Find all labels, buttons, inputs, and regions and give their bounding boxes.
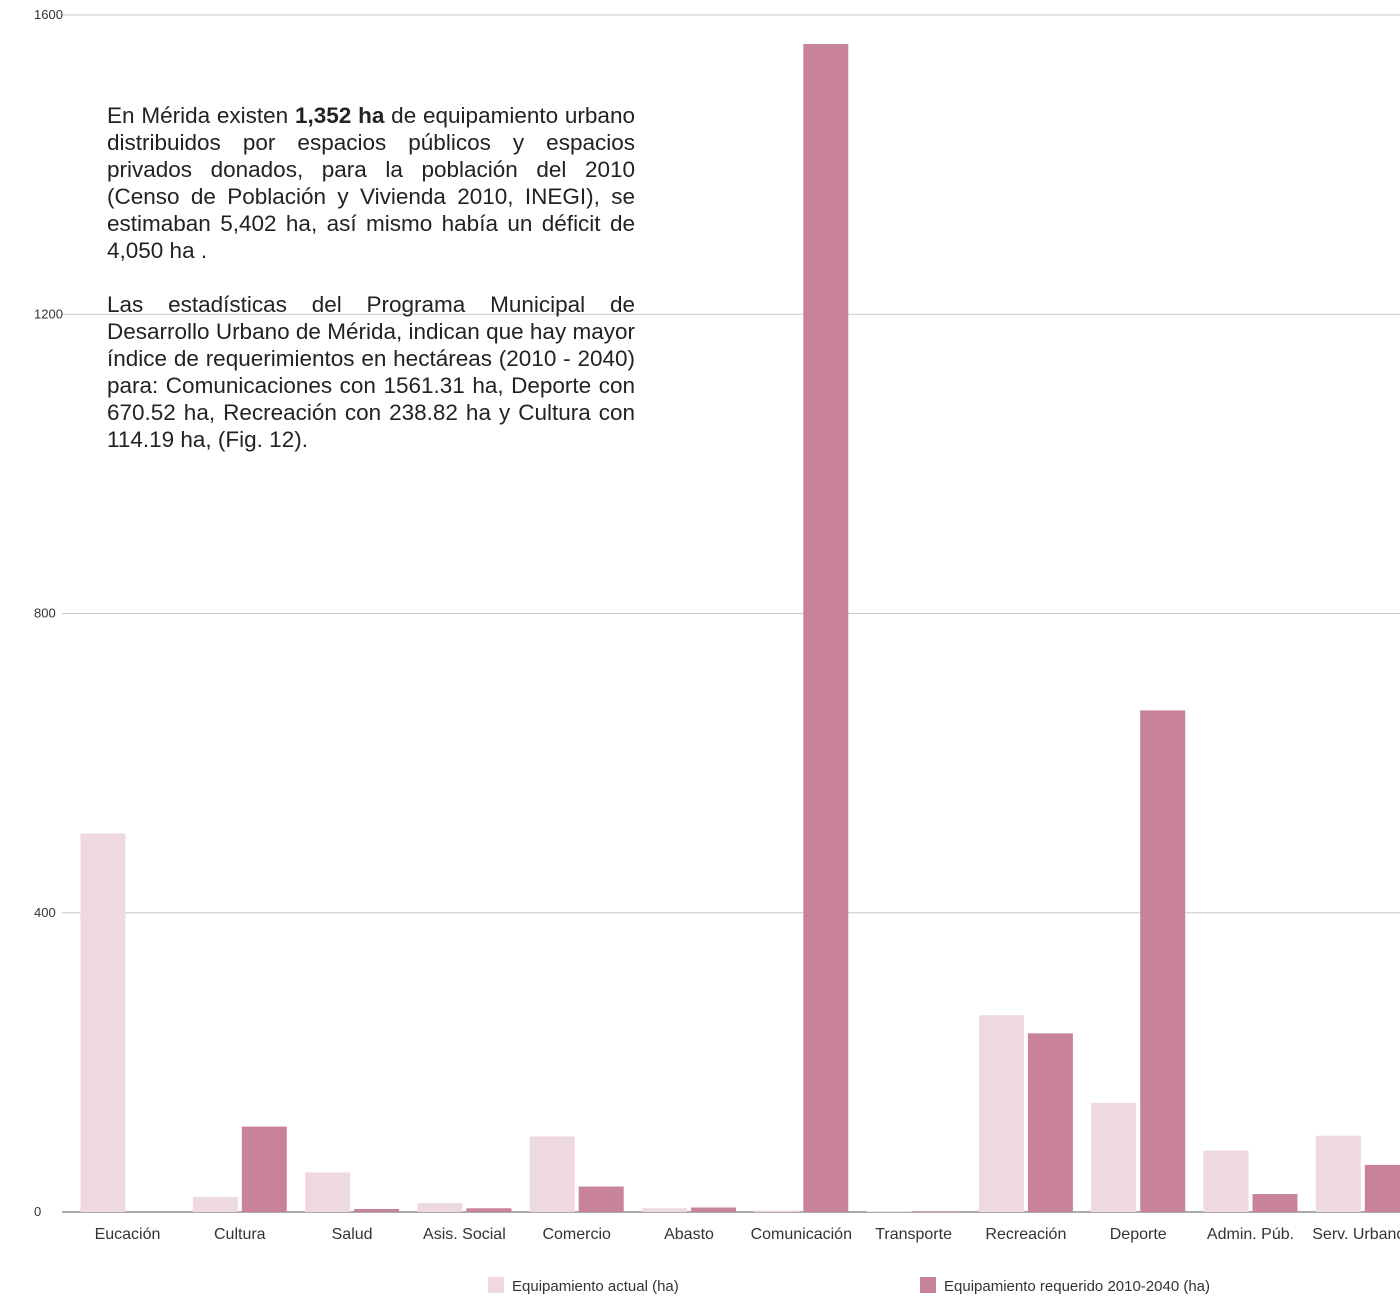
bar [529, 1136, 575, 1212]
bar [417, 1203, 463, 1212]
annotation-p1-before: En Mérida existen [107, 103, 295, 128]
bar [642, 1208, 687, 1212]
y-tick-label: 1600 [34, 7, 63, 22]
x-tick-label: Salud [332, 1226, 373, 1243]
annotation-text: En Mérida existen 1,352 ha de equipamien… [107, 102, 635, 480]
x-tick-label: Comunicación [751, 1226, 852, 1243]
x-tick-label: Cultura [214, 1226, 266, 1243]
bar [691, 1207, 736, 1212]
bar [1140, 710, 1186, 1212]
bar [241, 1126, 287, 1212]
x-tick-label: Eucación [95, 1226, 161, 1243]
bar [915, 1211, 961, 1212]
bar [1315, 1135, 1361, 1212]
x-tick-label: Transporte [875, 1226, 952, 1243]
bar [1027, 1033, 1073, 1212]
bar [1364, 1164, 1400, 1212]
y-tick-label: 800 [34, 606, 56, 621]
bar [80, 833, 126, 1212]
y-tick-label: 1200 [34, 306, 63, 321]
bar [978, 1015, 1024, 1212]
x-tick-label: Abasto [664, 1226, 714, 1243]
legend-label: Equipamiento actual (ha) [512, 1278, 679, 1295]
annotation-p1-bold: 1,352 ha [295, 103, 385, 128]
annotation-paragraph-1: En Mérida existen 1,352 ha de equipamien… [107, 102, 635, 264]
x-tick-label: Admin. Púb. [1207, 1226, 1294, 1243]
bar [754, 1210, 800, 1212]
bar [1091, 1102, 1137, 1212]
bar [354, 1209, 400, 1212]
bar [466, 1208, 512, 1212]
x-tick-label: Comercio [542, 1226, 611, 1243]
x-tick-label: Recreación [985, 1226, 1066, 1243]
x-tick-label: Asis. Social [423, 1226, 506, 1243]
x-tick-label: Serv. Urbanos [1312, 1226, 1400, 1243]
legend-label: Equipamiento requerido 2010-2040 (ha) [944, 1278, 1210, 1295]
annotation-p1-after: de equipamiento urbano distribuidos por … [107, 103, 635, 263]
annotation-paragraph-2: Las estadísticas del Programa Municipal … [107, 292, 635, 452]
bar [192, 1197, 238, 1212]
bar [1203, 1150, 1249, 1212]
legend-swatch [488, 1277, 504, 1293]
legend-swatch [920, 1277, 936, 1293]
bar [578, 1186, 624, 1212]
bar [305, 1172, 351, 1212]
bar [803, 43, 849, 1213]
bar [866, 1211, 912, 1212]
bar [1252, 1194, 1298, 1212]
y-tick-label: 400 [34, 905, 56, 920]
y-tick-label: 0 [34, 1204, 41, 1219]
x-tick-label: Deporte [1110, 1226, 1167, 1243]
